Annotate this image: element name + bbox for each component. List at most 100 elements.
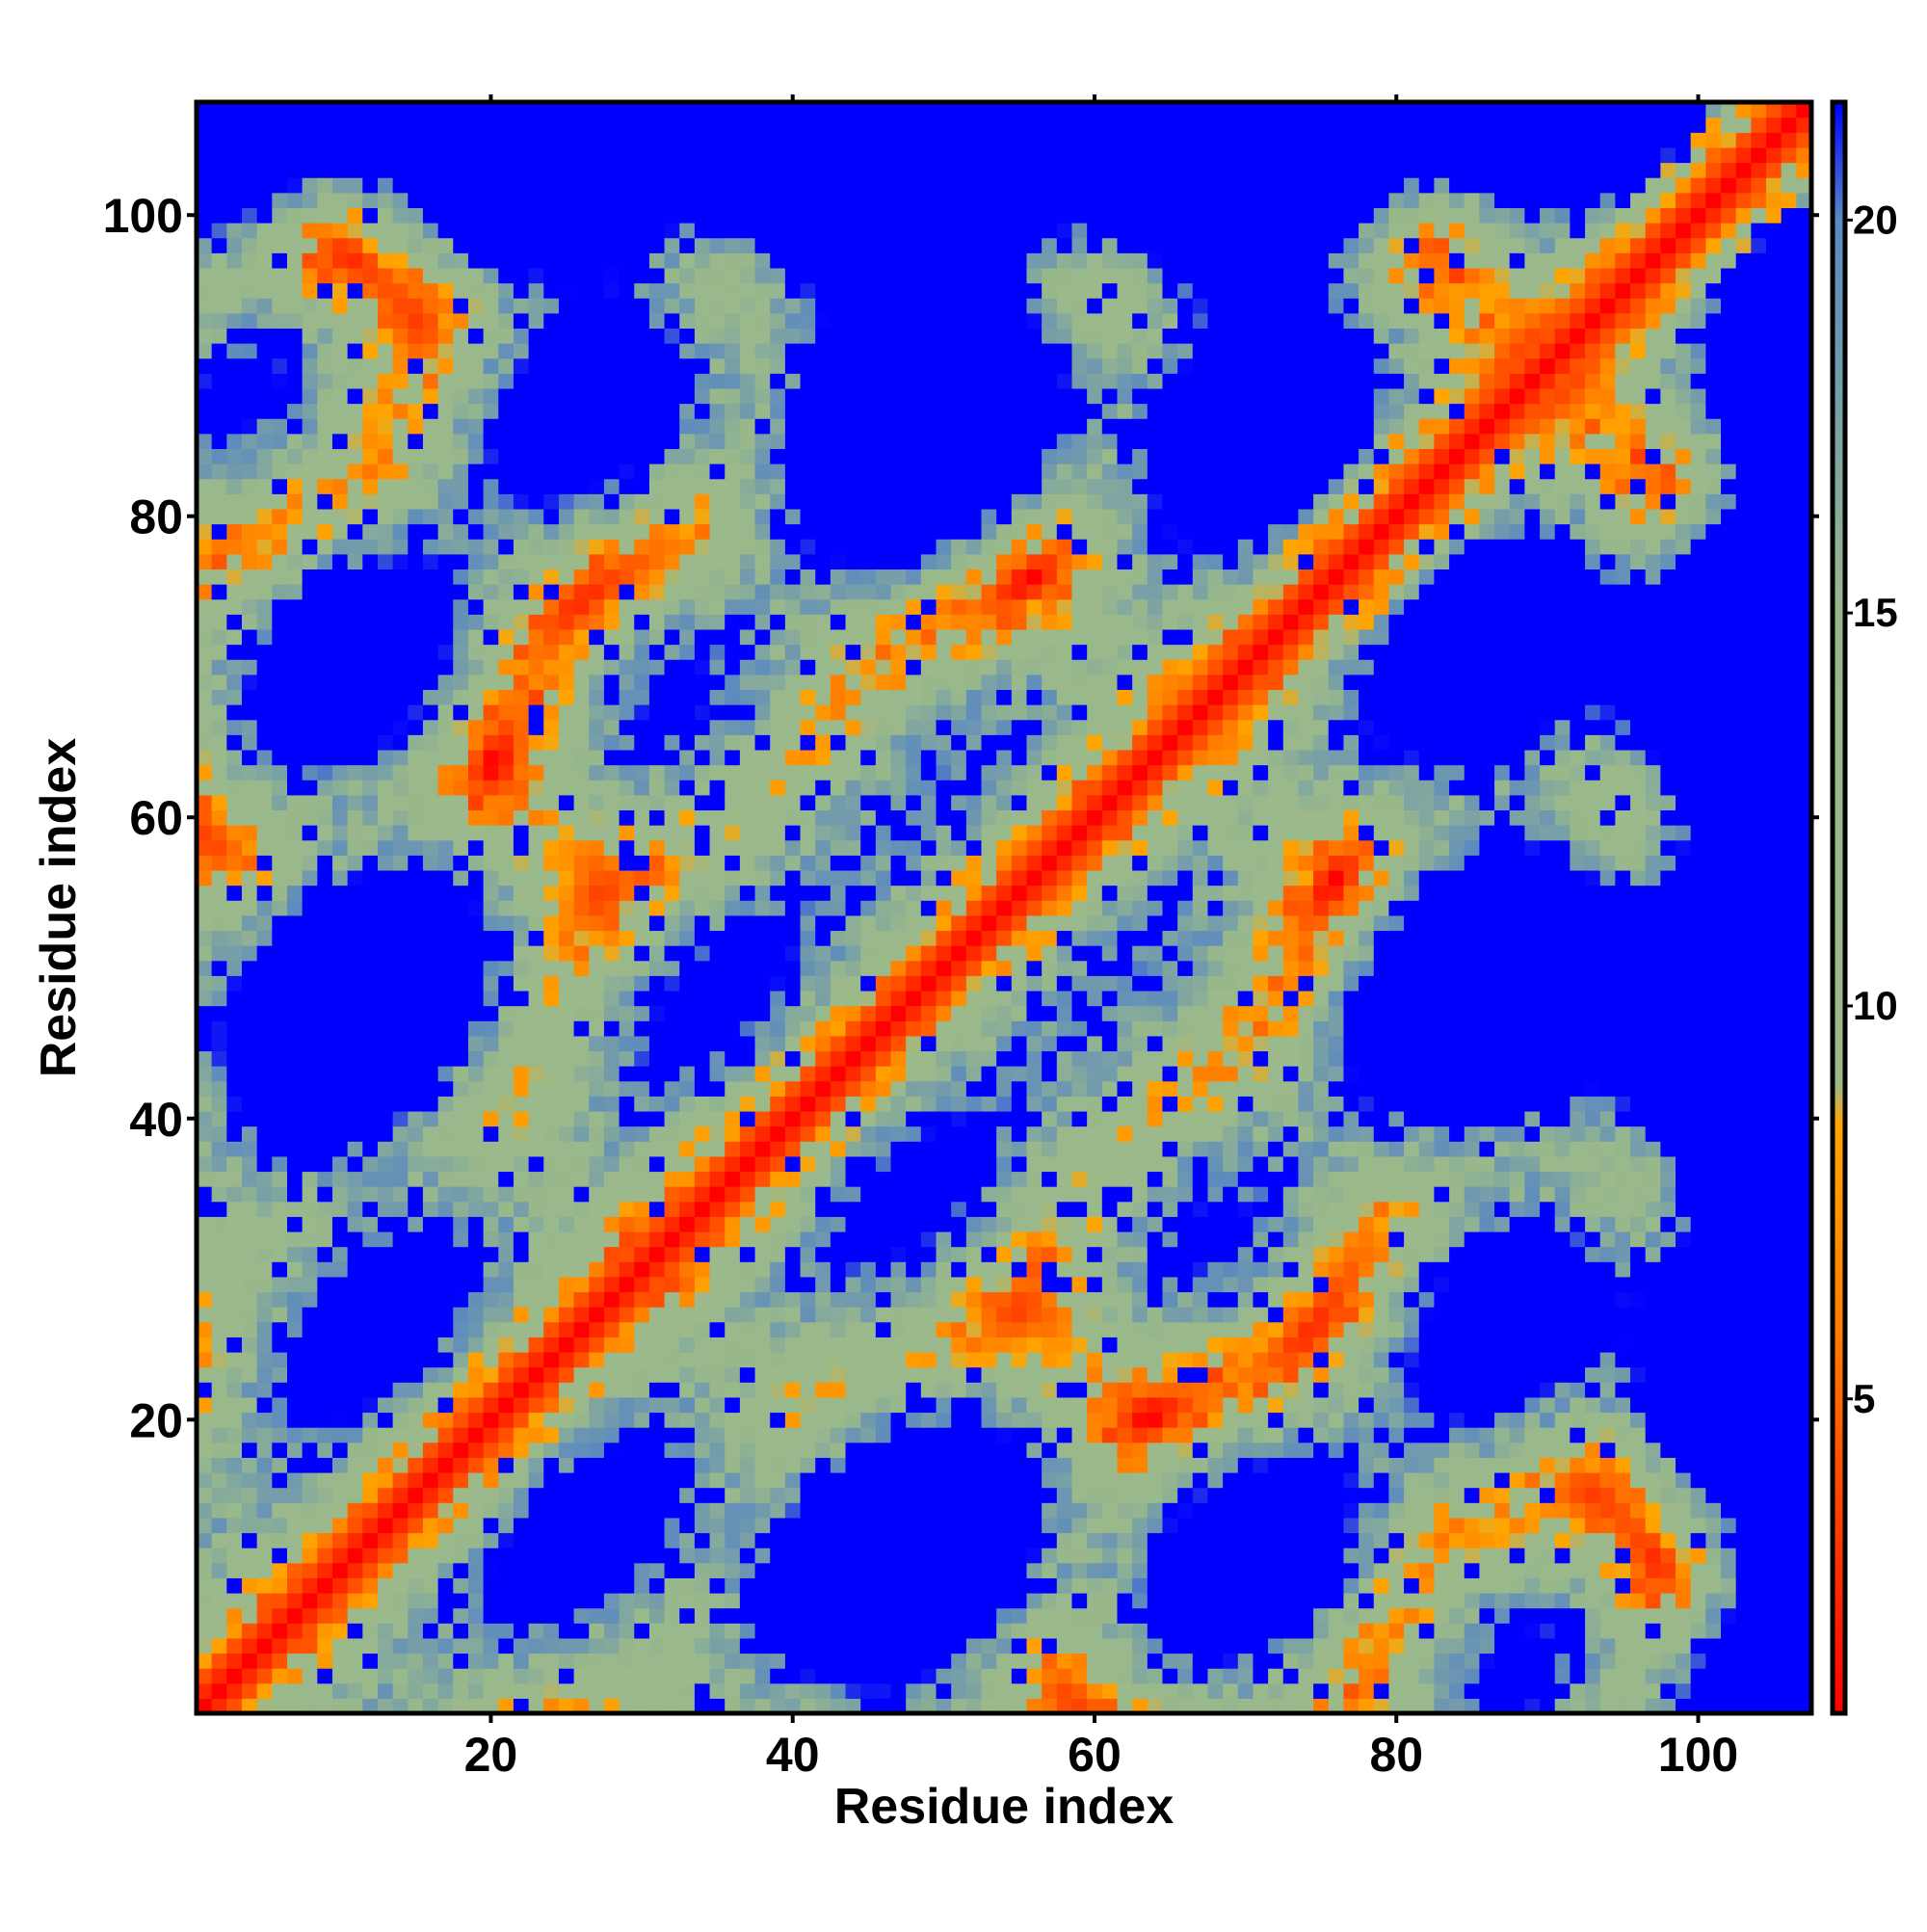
heatmap-cell <box>815 1201 832 1217</box>
heatmap-cell <box>256 1502 273 1519</box>
heatmap-cell <box>422 162 439 178</box>
heatmap-cell <box>331 584 349 600</box>
heatmap-cell <box>648 463 666 480</box>
heatmap-cell <box>467 146 485 164</box>
heatmap-cell <box>467 1412 485 1428</box>
heatmap-cell <box>694 1351 711 1368</box>
heatmap-cell <box>739 1592 756 1609</box>
heatmap-cell <box>589 900 605 916</box>
heatmap-cell <box>784 418 802 435</box>
heatmap-cell <box>302 508 318 525</box>
heatmap-cell <box>347 1307 363 1323</box>
heatmap-cell <box>272 644 288 660</box>
heatmap-cell <box>347 1442 363 1458</box>
heatmap-cell <box>437 237 454 253</box>
heatmap-cell <box>543 357 560 374</box>
heatmap-cell <box>241 1186 258 1203</box>
heatmap-cell <box>226 1366 243 1383</box>
heatmap-cell <box>467 885 485 901</box>
heatmap-cell <box>725 1141 741 1157</box>
heatmap-cell <box>784 1442 802 1458</box>
heatmap-cell <box>664 1201 680 1217</box>
heatmap-cell <box>543 207 560 224</box>
heatmap-cell <box>377 764 394 781</box>
heatmap-cell <box>317 1623 333 1639</box>
heatmap-cell <box>648 584 666 600</box>
heatmap-cell <box>648 914 666 932</box>
heatmap-cell <box>467 1457 485 1473</box>
heatmap-cell <box>197 418 213 435</box>
heatmap-cell <box>634 855 650 871</box>
heatmap-cell <box>573 1653 590 1669</box>
heatmap-cell <box>603 1261 620 1278</box>
heatmap-cell <box>241 493 258 510</box>
heatmap-cell <box>211 132 227 148</box>
heatmap-cell <box>558 102 575 119</box>
heatmap-cell <box>437 990 454 1007</box>
heatmap-cell <box>784 237 802 253</box>
heatmap-cell <box>664 328 680 344</box>
heatmap-cell <box>845 132 861 148</box>
heatmap-cell <box>543 146 560 164</box>
heatmap-cell <box>272 1035 288 1052</box>
heatmap-cell <box>845 207 861 224</box>
heatmap-cell <box>483 584 499 600</box>
heatmap-cell <box>483 1351 499 1368</box>
heatmap-cell <box>437 1548 454 1564</box>
heatmap-cell <box>331 869 349 887</box>
heatmap-cell <box>392 1471 409 1489</box>
heatmap-cell <box>679 207 696 224</box>
heatmap-cell <box>467 553 485 570</box>
heatmap-cell <box>226 960 243 976</box>
heatmap-cell <box>679 1246 696 1262</box>
heatmap-cell <box>800 1548 816 1564</box>
heatmap-cell <box>453 1035 469 1052</box>
heatmap-cell <box>739 1155 756 1173</box>
heatmap-cell <box>619 1637 635 1654</box>
heatmap-cell <box>272 1261 288 1278</box>
heatmap-cell <box>272 1382 288 1398</box>
heatmap-cell <box>603 794 620 811</box>
heatmap-cell <box>573 930 590 946</box>
heatmap-cell <box>664 1276 680 1293</box>
heatmap-cell <box>800 809 816 826</box>
heatmap-cell <box>725 1080 741 1097</box>
heatmap-cell <box>408 569 424 585</box>
heatmap-cell <box>241 855 258 871</box>
heatmap-cell <box>664 1171 680 1187</box>
heatmap-cell <box>453 373 469 389</box>
heatmap-cell <box>770 598 786 615</box>
heatmap-cell <box>528 493 544 510</box>
heatmap-cell <box>860 162 877 178</box>
heatmap-cell <box>573 1607 590 1624</box>
heatmap-cell <box>302 237 318 253</box>
heatmap-cell <box>392 1171 409 1187</box>
heatmap-cell <box>634 1607 650 1624</box>
heatmap-cell <box>725 117 741 133</box>
heatmap-cell <box>648 749 666 766</box>
heatmap-cell <box>226 945 243 962</box>
heatmap-cell <box>558 373 575 389</box>
heatmap-cell <box>317 192 333 208</box>
heatmap-cell <box>800 1607 816 1624</box>
heatmap-cell <box>256 1577 273 1594</box>
heatmap-cell <box>226 387 243 405</box>
heatmap-cell <box>815 1502 832 1519</box>
heatmap-cell <box>558 674 575 691</box>
heatmap-cell <box>860 223 877 239</box>
heatmap-cell <box>377 523 394 540</box>
heatmap-cell <box>589 1291 605 1308</box>
heatmap-cell <box>467 945 485 962</box>
heatmap-cell <box>634 1020 650 1037</box>
heatmap-cell <box>408 1125 424 1142</box>
heatmap-cell <box>226 1035 243 1052</box>
heatmap-cell <box>483 1487 499 1503</box>
heatmap-cell <box>679 177 696 194</box>
heatmap-cell <box>619 328 635 344</box>
heatmap-cell <box>845 433 861 450</box>
heatmap-cell <box>679 1351 696 1368</box>
heatmap-cell <box>754 1471 771 1489</box>
heatmap-cell <box>754 1668 771 1684</box>
heatmap-cell <box>603 855 620 871</box>
heatmap-cell <box>286 1351 304 1368</box>
